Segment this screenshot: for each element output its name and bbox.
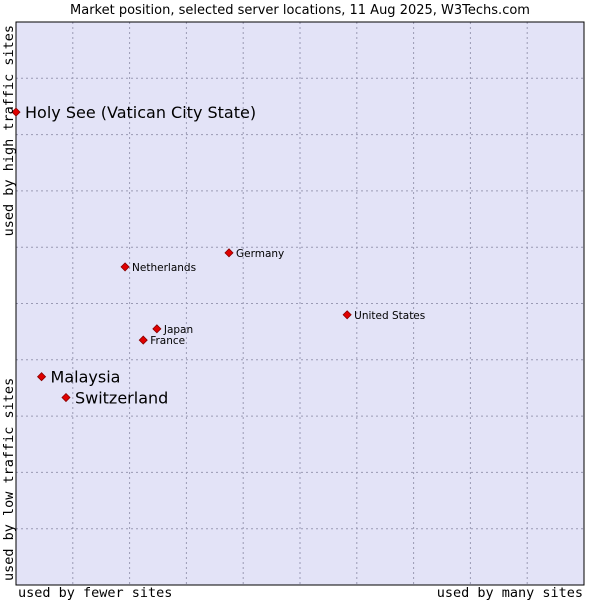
data-points: Holy See (Vatican City State) Germany Neth… — [11, 103, 425, 408]
point-marker-malaysia — [36, 372, 47, 382]
y-axis-low-label: used by low traffic sites — [1, 378, 17, 581]
point-label-germany: Germany — [236, 248, 284, 260]
point-marker-holy-see-vatican-city-state — [11, 107, 21, 117]
plot-border — [15, 21, 585, 586]
point-marker-germany — [224, 248, 234, 258]
point-label-japan: Japan — [163, 324, 193, 336]
chart-title: Market position, selected server locatio… — [70, 3, 530, 18]
point-marker-japan — [152, 324, 162, 334]
point-label-switzerland: Switzerland — [75, 389, 168, 408]
point-label-netherlands: Netherlands — [132, 262, 196, 274]
point-marker-france — [138, 335, 148, 345]
x-axis-low-label: used by fewer sites — [18, 585, 172, 600]
point-marker-united-states — [342, 310, 352, 320]
x-axis-high-label: used by many sites — [437, 585, 583, 600]
point-marker-netherlands — [120, 262, 130, 272]
point-marker-switzerland — [61, 392, 71, 403]
point-label-holy-see-vatican-city-state: Holy See (Vatican City State) — [25, 103, 256, 122]
point-label-france: France — [150, 335, 185, 347]
grid-lines — [16, 22, 584, 585]
point-label-united-states: United States — [354, 310, 425, 322]
y-axis-high-label: used by high traffic sites — [1, 25, 17, 236]
point-label-malaysia: Malaysia — [51, 368, 121, 387]
